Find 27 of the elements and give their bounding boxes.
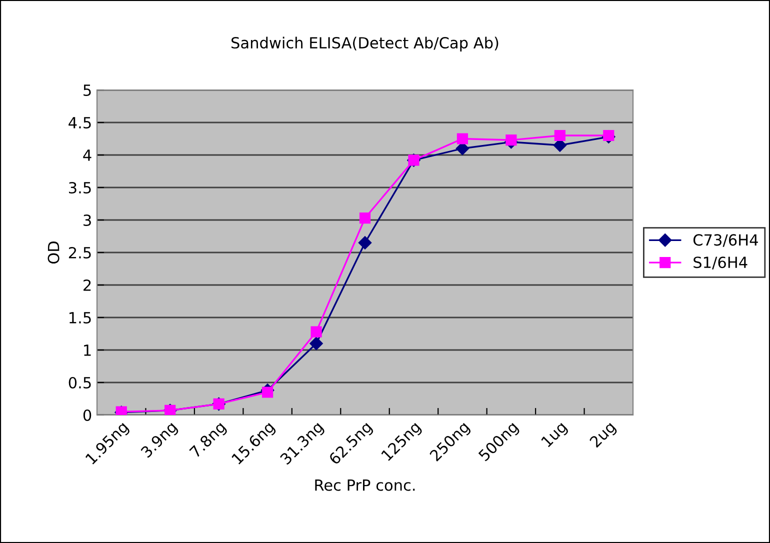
y-tick-label: 1 (84, 344, 91, 356)
x-tick-label: 2ug (589, 420, 618, 450)
x-tick-label: 1ug (540, 421, 570, 450)
y-tick-label: 0.5 (68, 376, 91, 389)
y-tick-label: 4.5 (68, 117, 91, 129)
point (310, 326, 322, 338)
y-tick-label: 2 (84, 279, 91, 291)
chart-title: Sandwich ELISA(Detect Ab/Cap Ab) (232, 36, 498, 52)
legend-label: S1/6H4 (694, 256, 748, 270)
y-tick-label: 5 (84, 84, 91, 96)
x-axis-title: Rec PrP conc. (315, 480, 415, 491)
y-tick-label: 4 (83, 150, 92, 161)
point (554, 130, 566, 142)
y-tick-label: 3.5 (69, 182, 91, 194)
point (603, 130, 614, 142)
point (358, 236, 372, 250)
point (262, 386, 274, 398)
y-tick-label: 3 (84, 214, 91, 226)
point (359, 212, 371, 224)
point (506, 134, 517, 146)
y-tick-label: 2.5 (68, 246, 91, 259)
point (310, 336, 323, 350)
y-axis-title: OD (48, 242, 60, 264)
y-tick-label: 0 (83, 409, 92, 422)
y-tick-label: 1.5 (70, 312, 91, 324)
legend-label: C73/6H4 (693, 234, 758, 247)
point (456, 133, 468, 144)
